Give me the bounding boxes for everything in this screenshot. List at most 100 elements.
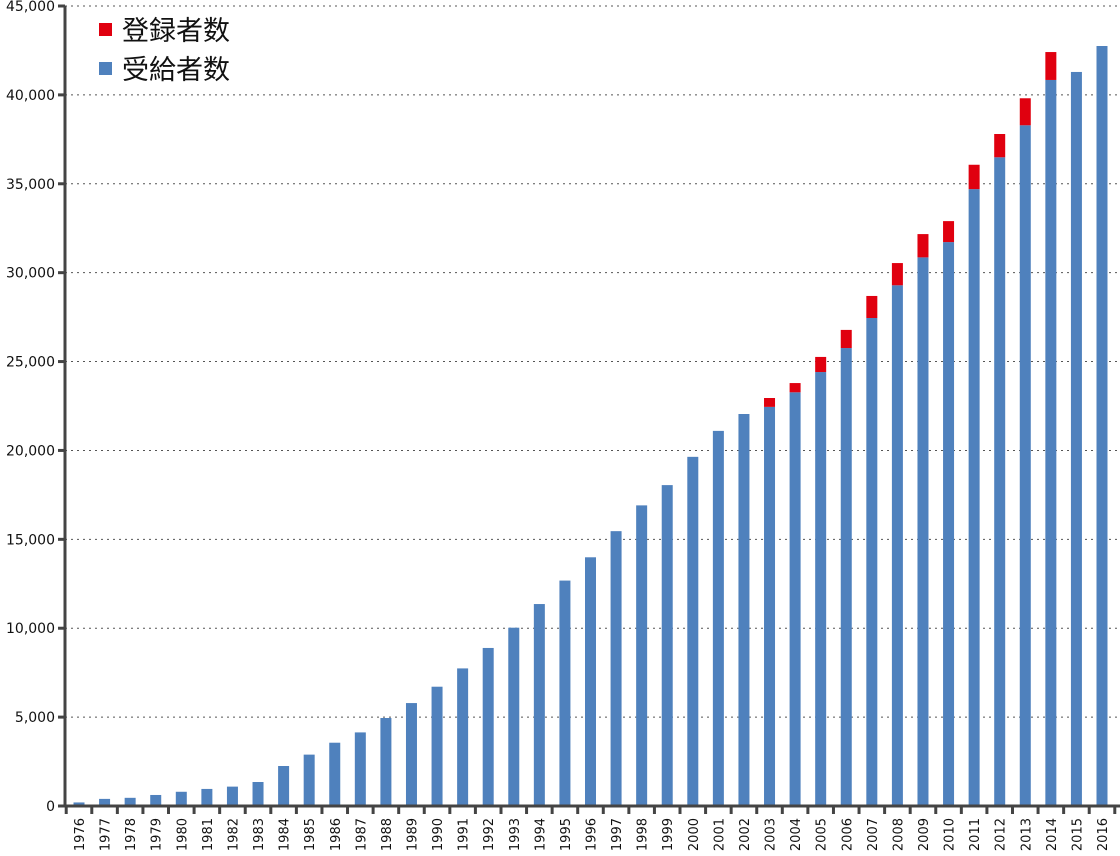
y-tick-label: 20,000 [6, 443, 55, 459]
bars [73, 46, 1108, 807]
bar-recipients [636, 505, 648, 806]
x-tick-label: 2003 [764, 818, 779, 851]
bar-registered [943, 221, 955, 243]
legend-label-recipients: 受給者数 [122, 55, 230, 86]
bar-recipients [1019, 125, 1031, 807]
bar-recipients [354, 732, 366, 806]
bar-recipients [866, 318, 878, 806]
bar-recipients [738, 414, 750, 806]
bar-recipients [73, 802, 85, 806]
x-tick-label: 2000 [687, 818, 702, 851]
x-tick-label: 2009 [917, 818, 932, 851]
legend-label-registered: 登録者数 [122, 16, 230, 47]
x-tick-label: 1985 [303, 818, 318, 851]
y-tick-label: 30,000 [6, 266, 55, 282]
bar-recipients [815, 372, 827, 806]
bar-registered [1019, 98, 1031, 126]
x-tick-label: 2002 [738, 818, 753, 851]
bar-registered [968, 164, 980, 190]
bar-registered [764, 398, 776, 407]
bar-recipients [712, 430, 724, 806]
x-tick-label: 1996 [585, 818, 600, 851]
bar-recipients [457, 668, 469, 806]
x-tick-label: 1986 [329, 818, 344, 851]
bar-recipients [840, 348, 852, 806]
bar-registered [994, 134, 1006, 158]
bar-recipients [533, 604, 545, 806]
x-tick-label: 1993 [508, 818, 523, 851]
bar-recipients [150, 794, 162, 806]
x-tick-label: 1983 [252, 818, 267, 851]
bar-registered [891, 263, 903, 286]
bar-registered [1045, 52, 1057, 80]
bar-recipients [994, 157, 1006, 807]
bar-recipients [559, 580, 571, 806]
x-tick-label: 2013 [1019, 818, 1034, 851]
bar-recipients [764, 406, 776, 806]
bar-recipients [201, 788, 213, 806]
x-tick-label: 1990 [431, 818, 446, 851]
bar-recipients [687, 456, 699, 806]
x-tick-label: 1976 [73, 818, 88, 851]
y-tick-label: 10,000 [6, 621, 55, 637]
bar-recipients [891, 285, 903, 806]
bar-recipients [585, 557, 596, 806]
bar-recipients [124, 797, 136, 806]
x-tick-label: 2011 [968, 818, 983, 851]
x-tick-label: 2001 [712, 818, 727, 851]
legend-swatch-recipients [99, 62, 112, 75]
bar-recipients [1070, 71, 1082, 806]
legend-swatch-registered [99, 23, 112, 36]
bar-registered [840, 329, 852, 349]
bar-recipients [1096, 46, 1108, 806]
x-tick-label: 2007 [866, 818, 881, 851]
x-tick-label: 1997 [610, 818, 625, 851]
bar-recipients [1045, 79, 1057, 806]
x-tick-label: 2012 [994, 818, 1009, 851]
bar-registered [917, 234, 929, 258]
x-tick-label: 1994 [533, 818, 548, 851]
x-tick-label: 1995 [559, 818, 574, 851]
x-tick-label: 2010 [943, 818, 958, 851]
x-tick-label: 1998 [636, 818, 651, 851]
bar-recipients [380, 718, 392, 806]
x-tick-label: 1989 [405, 818, 420, 851]
bar-registered [815, 356, 827, 373]
bar-recipients [610, 531, 622, 806]
bar-recipients [226, 786, 238, 806]
bar-recipients [943, 242, 955, 807]
x-tick-label: 1987 [354, 818, 369, 851]
x-tick-label: 1992 [482, 818, 497, 851]
bar-recipients [917, 257, 929, 806]
x-tick-label: 2015 [1070, 818, 1085, 851]
bar-recipients [329, 742, 341, 806]
bar-recipients [508, 627, 520, 806]
x-tick-label: 2004 [789, 818, 804, 851]
bar-recipients [482, 647, 494, 806]
bar-recipients [789, 392, 801, 806]
y-tick-label: 25,000 [6, 355, 55, 371]
x-tick-label: 1999 [661, 818, 676, 851]
x-tick-label: 2014 [1045, 818, 1060, 851]
x-tick-label: 1988 [380, 818, 395, 851]
x-tick-label: 1978 [124, 818, 139, 851]
y-tick-label: 40,000 [6, 88, 55, 104]
x-tick-label: 2005 [815, 818, 830, 851]
x-tick-label: 2006 [840, 818, 855, 851]
bar-recipients [278, 766, 290, 806]
y-tick-label: 5,000 [15, 710, 55, 726]
x-tick-label: 1980 [175, 818, 190, 851]
x-tick-label: 1984 [278, 818, 293, 851]
legend: 登録者数 受給者数 [99, 16, 230, 86]
x-tick-label: 1981 [201, 818, 216, 851]
bar-recipients [175, 791, 187, 806]
x-tick-label: 1977 [99, 818, 114, 851]
bar-recipients [99, 798, 111, 806]
x-tick-label: 2008 [891, 818, 906, 851]
gridlines [65, 5, 1120, 718]
y-tick-label: 35,000 [6, 177, 55, 193]
bar-recipients [431, 686, 443, 806]
x-tick-label: 1982 [226, 818, 241, 851]
bar-recipients [661, 485, 673, 806]
